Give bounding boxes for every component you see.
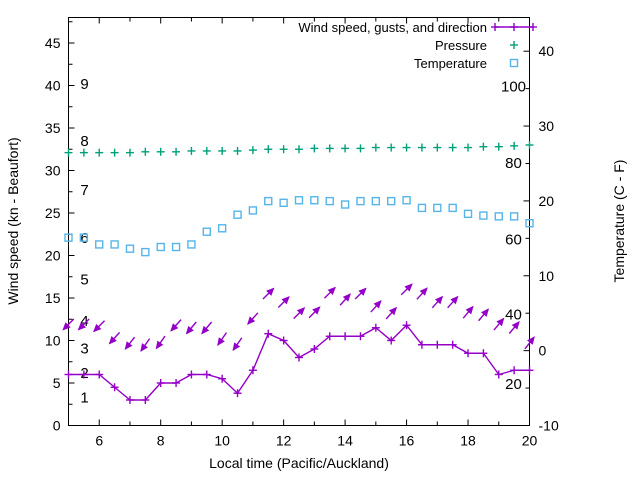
x-tick-20: 20 [522, 433, 538, 449]
fahrenheit-label-60: 60 [505, 232, 522, 249]
series-0 [64, 321, 534, 404]
wind-arrow-22 [400, 283, 413, 296]
beaufort-label-1: 1 [80, 390, 88, 407]
x-tick-10: 10 [214, 433, 230, 449]
wind-arrow-25 [447, 295, 459, 309]
wind-arrow-7 [170, 319, 182, 332]
fahrenheit-label-40: 40 [505, 306, 522, 323]
beaufort-label-3: 3 [80, 340, 88, 357]
wind-arrow-2 [93, 320, 106, 333]
wind-direction-arrows [62, 283, 535, 352]
wind-arrow-1 [77, 318, 90, 331]
y2-axis-ticks: -10 0 10 20 30 40 [523, 43, 559, 434]
wind-arrow-14 [277, 296, 290, 309]
wind-arrow-8 [185, 321, 197, 335]
x-tick-18: 18 [460, 433, 476, 449]
series-1 [64, 141, 534, 157]
y-tick-0: 0 [53, 418, 61, 434]
wind-arrow-10 [217, 332, 228, 346]
legend-label-2[interactable]: Temperature [414, 56, 487, 71]
plot-frame [68, 17, 530, 426]
y-tick-45: 45 [45, 35, 61, 51]
x-tick-12: 12 [276, 433, 292, 449]
wind-arrow-27 [478, 308, 490, 322]
wind-arrow-0 [62, 318, 75, 331]
y2-tick-40: 40 [539, 43, 555, 59]
beaufort-label-8: 8 [80, 133, 88, 150]
series-2 [64, 196, 534, 257]
wind-arrow-4 [124, 336, 136, 350]
data-series-layer [64, 141, 534, 404]
legend-entry-1[interactable]: Pressure [435, 38, 518, 53]
wind-arrow-11 [232, 337, 243, 352]
y2-tick-30: 30 [539, 118, 555, 134]
y-tick-20: 20 [45, 248, 61, 264]
y2-tick-0: 0 [539, 343, 547, 359]
wind-arrow-20 [370, 300, 382, 313]
wind-arrow-15 [293, 307, 306, 320]
beaufort-label-7: 7 [80, 182, 88, 199]
x-tick-14: 14 [337, 433, 353, 449]
y-axis-title: Wind speed (kn - Beaufort) [5, 137, 21, 304]
wind-arrow-26 [462, 305, 474, 319]
wind-arrow-29 [508, 321, 520, 334]
y-tick-35: 35 [45, 120, 61, 136]
wind-arrow-9 [201, 321, 213, 335]
wind-arrow-12 [247, 312, 259, 325]
wind-arrow-30 [524, 336, 535, 350]
fahrenheit-label-80: 80 [505, 155, 522, 172]
beaufort-label-4: 4 [80, 313, 88, 330]
wind-arrow-13 [262, 287, 275, 300]
y-tick-30: 30 [45, 163, 61, 179]
y2-tick--10: -10 [539, 418, 559, 434]
wind-arrow-19 [354, 287, 367, 300]
legend-label-0[interactable]: Wind speed, gusts, and direction [298, 20, 487, 35]
beaufort-label-9: 9 [80, 76, 88, 93]
wind-arrow-3 [108, 331, 121, 345]
beaufort-label-6: 6 [80, 230, 88, 247]
x-axis-title: Local time (Pacific/Auckland) [209, 455, 389, 471]
wind-arrow-28 [493, 317, 505, 331]
y-tick-15: 15 [45, 290, 61, 306]
legend-label-1[interactable]: Pressure [435, 38, 487, 53]
wind-arrow-24 [431, 295, 444, 309]
legend-entry-2[interactable]: Temperature [414, 56, 519, 71]
legend-entry-0[interactable]: Wind speed, gusts, and direction [298, 20, 537, 35]
x-axis-ticks: 6 8 10 12 14 16 18 20 [68, 17, 538, 449]
y2-tick-10: 10 [539, 268, 555, 284]
fahrenheit-label-20: 20 [505, 376, 522, 393]
y2-tick-20: 20 [539, 193, 555, 209]
x-tick-8: 8 [157, 433, 165, 449]
y-tick-5: 5 [53, 375, 61, 391]
fahrenheit-scale-labels: 20 40 60 80 100 [501, 79, 526, 394]
fahrenheit-label-100: 100 [501, 79, 526, 96]
wind-arrow-18 [339, 293, 351, 306]
x-tick-6: 6 [95, 433, 103, 449]
x-tick-16: 16 [399, 433, 415, 449]
y2-axis-title: Temperature (C - F) [611, 160, 627, 283]
y-tick-40: 40 [45, 78, 61, 94]
wind-arrow-5 [140, 338, 151, 352]
chart-legend[interactable]: Wind speed, gusts, and direction Pressure… [298, 20, 537, 71]
y-axis-ticks: 0 5 10 15 20 25 30 35 40 45 [45, 21, 75, 434]
wind-arrow-21 [385, 306, 398, 320]
wind-arrow-23 [416, 287, 428, 300]
y-tick-25: 25 [45, 205, 61, 221]
wind-arrow-16 [308, 306, 321, 319]
wind-arrow-17 [323, 286, 336, 299]
beaufort-label-5: 5 [80, 271, 88, 288]
y-tick-10: 10 [45, 333, 61, 349]
wind-arrow-6 [155, 335, 166, 350]
